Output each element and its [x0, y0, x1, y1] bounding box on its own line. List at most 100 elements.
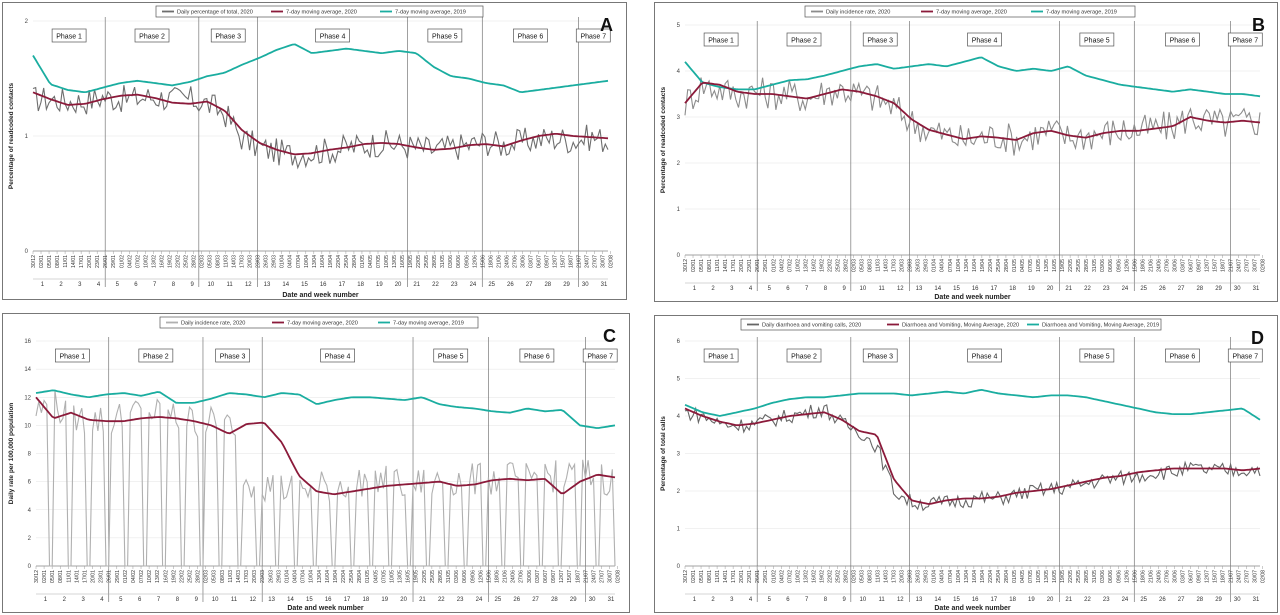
- week-number: 20: [1047, 286, 1054, 292]
- week-number: 31: [1253, 597, 1260, 603]
- date-label: 18/06: [1140, 570, 1146, 583]
- week-number: 23: [457, 597, 464, 603]
- week-number: 7: [153, 282, 157, 288]
- date-label: 02/08: [1261, 259, 1267, 272]
- date-label: 26/01: [755, 570, 761, 583]
- date-label: 25/02: [835, 259, 841, 272]
- date-label: 06/07: [1188, 570, 1194, 583]
- date-label: 23/01: [747, 570, 753, 583]
- date-label: 16/04: [972, 570, 978, 583]
- legend-box: [740, 318, 1162, 331]
- phase-label: Phase 4: [972, 354, 998, 361]
- date-label: 14/03: [236, 570, 242, 583]
- week-number: 7: [805, 597, 809, 603]
- series-moving-average-2020-line: [684, 81, 1261, 141]
- date-label: 14/03: [884, 570, 890, 583]
- chart-panel-d: 0 1 2 3 4 5 6 Phase 1 Phase 2 Phase 3 Phase 4 Phase…: [654, 315, 1278, 613]
- date-label: 19/04: [333, 570, 339, 583]
- legend-entry: Daily percentage of total, 2020: [177, 10, 253, 16]
- date-label: 09/06: [470, 570, 476, 583]
- date-label: 04/05: [368, 255, 374, 268]
- week-number: 6: [786, 597, 790, 603]
- phase-label-box: [967, 348, 1002, 363]
- phase-label-box: [1165, 348, 1200, 363]
- y-tick-label: 0: [25, 249, 29, 255]
- week-number: 2: [63, 597, 67, 603]
- date-label: 10/04: [956, 259, 962, 272]
- week-number: 13: [268, 597, 275, 603]
- phase-label-box: [320, 348, 355, 363]
- x-axis-title: Date and week number: [282, 292, 359, 299]
- date-label: 04/02: [127, 255, 133, 268]
- phase-label-box: [427, 28, 463, 43]
- date-label: 12/06: [478, 570, 484, 583]
- date-label: 08/03: [868, 570, 874, 583]
- date-label: 07/05: [1028, 259, 1034, 272]
- date-label: 03/06: [454, 570, 460, 583]
- phase-label-box: [1079, 32, 1115, 47]
- phase-label-box: [703, 32, 739, 47]
- week-number: 23: [451, 282, 458, 288]
- date-label: 25/04: [996, 570, 1002, 583]
- y-tick-label: 3: [677, 115, 681, 121]
- date-label: 06/07: [1188, 259, 1194, 272]
- date-label: 08/03: [216, 255, 222, 268]
- week-number: 31: [608, 597, 615, 603]
- week-number: 20: [395, 282, 402, 288]
- date-label: 19/02: [167, 255, 173, 268]
- date-label: 16/05: [1052, 259, 1058, 272]
- date-label: 27/07: [593, 255, 599, 268]
- phase-label: Phase 1: [56, 34, 82, 41]
- date-label: 20/01: [91, 570, 97, 583]
- date-label: 19/05: [1060, 259, 1066, 272]
- date-label: 21/07: [1229, 259, 1235, 272]
- date-label: 07/04: [948, 570, 954, 583]
- legend-entry: Daily incidence rate, 2020: [181, 321, 245, 327]
- series-daily-2020-line: [32, 85, 609, 170]
- week-number: 6: [138, 597, 142, 603]
- date-label: 21/07: [1229, 570, 1235, 583]
- date-label: 24/06: [504, 255, 510, 268]
- phase-label-box: [786, 348, 822, 363]
- week-number: 25: [495, 597, 502, 603]
- date-label: 05/01: [699, 259, 705, 272]
- date-label: 07/04: [296, 255, 302, 268]
- week-number: 14: [934, 597, 941, 603]
- date-label: 15/06: [1132, 259, 1138, 272]
- phase-label: Phase 4: [972, 38, 998, 45]
- date-label: 14/01: [723, 570, 729, 583]
- date-label: 12/07: [559, 570, 565, 583]
- phase-label: Phase 3: [220, 354, 246, 361]
- week-number: 3: [78, 282, 82, 288]
- phase-label-box: [786, 32, 822, 47]
- date-label: 11/03: [228, 570, 234, 583]
- week-number: 9: [190, 282, 194, 288]
- date-label: 28/05: [438, 570, 444, 583]
- date-label: 01/05: [360, 255, 366, 268]
- week-number: 5: [116, 282, 120, 288]
- date-label: 22/04: [341, 570, 347, 583]
- phase-label: Phase 3: [867, 354, 893, 361]
- date-label: 18/07: [575, 570, 581, 583]
- week-number: 26: [1159, 597, 1166, 603]
- legend-entry: 7-day moving average, 2019: [1046, 10, 1117, 16]
- week-number: 30: [1234, 286, 1241, 292]
- week-number: 10: [860, 286, 867, 292]
- week-number: 13: [264, 282, 271, 288]
- date-label: 08/01: [58, 570, 64, 583]
- date-label: 24/06: [1156, 570, 1162, 583]
- date-label: 18/06: [495, 570, 501, 583]
- phase-label: Phase 7: [580, 34, 606, 41]
- date-label: 07/02: [139, 570, 145, 583]
- phase-label-box: [138, 348, 174, 363]
- date-label: 11/03: [876, 259, 882, 272]
- week-number: 30: [582, 282, 589, 288]
- date-label: 19/02: [171, 570, 177, 583]
- date-label: 10/04: [956, 570, 962, 583]
- legend: Daily diarrhoea and vomiting calls, 2020…: [740, 318, 1162, 331]
- date-label: 05/03: [860, 570, 866, 583]
- week-number: 11: [878, 597, 885, 603]
- week-number: 2: [711, 286, 715, 292]
- phase-label: Phase 4: [325, 354, 351, 361]
- phase-label-box: [575, 28, 611, 43]
